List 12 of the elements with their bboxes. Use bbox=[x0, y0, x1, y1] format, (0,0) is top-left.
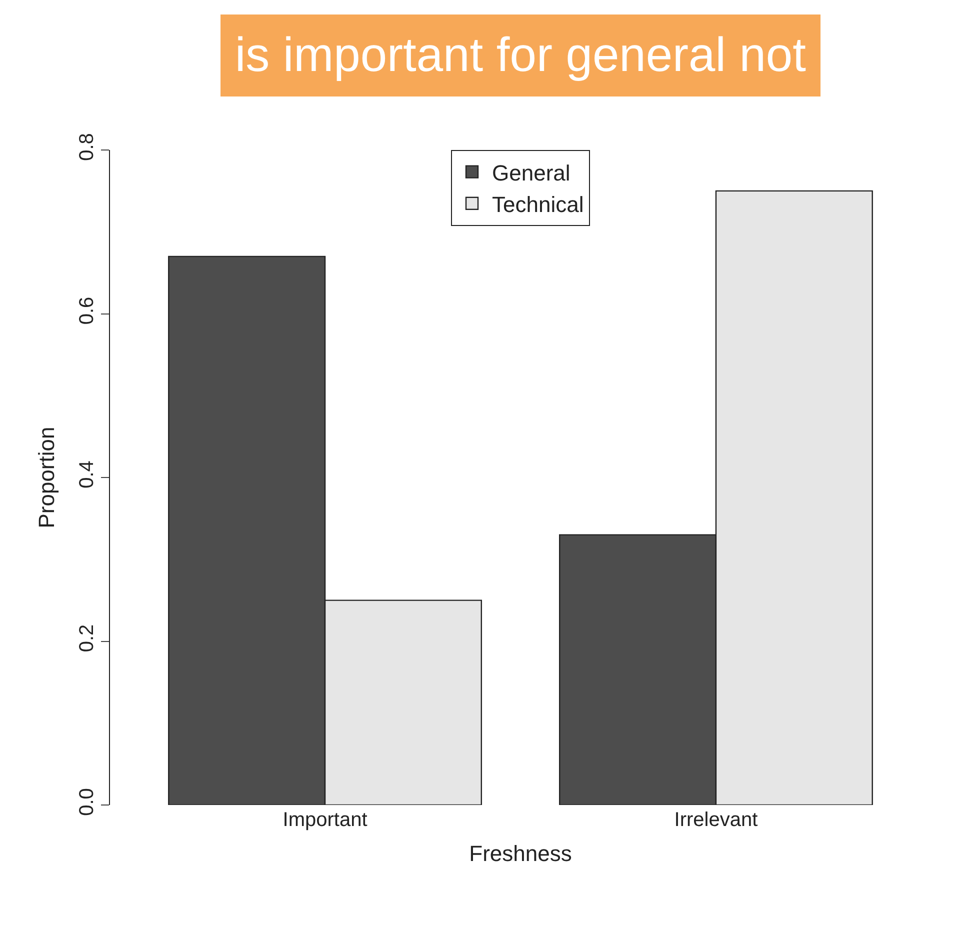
text: is important for general not bbox=[235, 29, 806, 82]
y-tick-label: 0.8 bbox=[76, 133, 98, 161]
y-axis-title: Proportion bbox=[34, 426, 59, 528]
legend-label: Technical bbox=[492, 192, 584, 217]
x-axis-title: Freshness bbox=[469, 840, 572, 866]
y-tick-label: 0.0 bbox=[76, 788, 98, 816]
x-tick-label: Irrelevant bbox=[674, 809, 758, 831]
x-tick-label: Important bbox=[282, 809, 368, 831]
y-tick-label: 0.2 bbox=[76, 624, 98, 652]
y-tick-label: 0.4 bbox=[76, 460, 98, 488]
legend-label: General bbox=[492, 160, 570, 186]
y-tick-label: 0.6 bbox=[76, 296, 98, 325]
